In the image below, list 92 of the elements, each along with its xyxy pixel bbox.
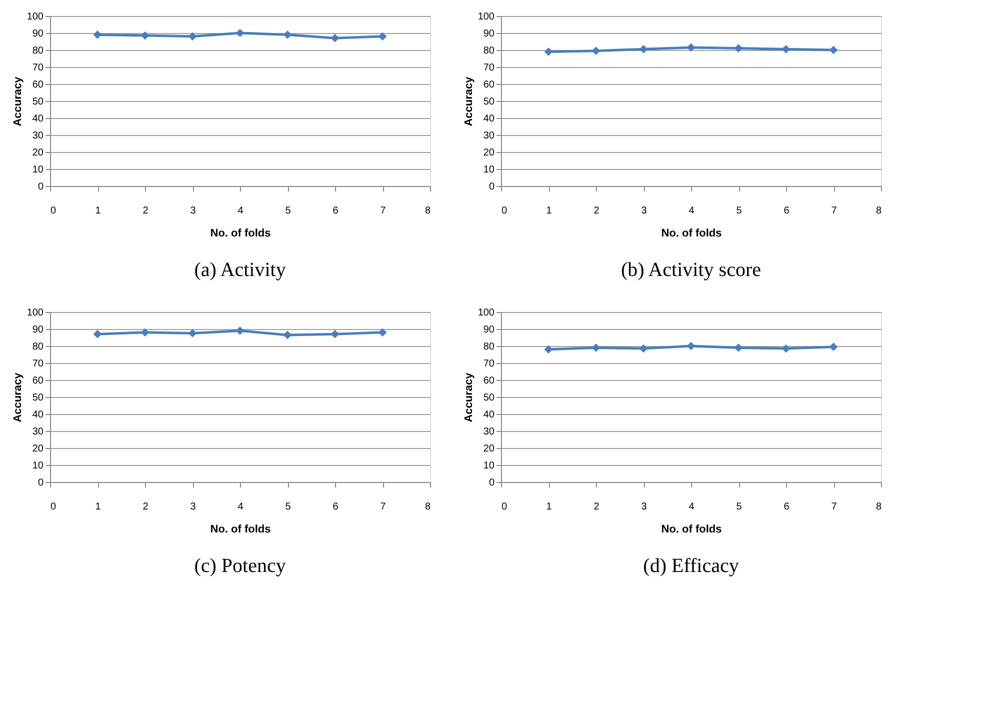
- x-tick-label: 0: [50, 206, 56, 216]
- x-axis-title: No. of folds: [661, 524, 722, 536]
- x-tick-label: 3: [641, 206, 648, 216]
- y-tick-label: 50: [32, 96, 44, 108]
- text: (d) Efficacy: [643, 555, 739, 577]
- x-tick-label: 7: [831, 502, 838, 512]
- x-axis-title: No. of folds: [210, 524, 271, 536]
- x-tick-label: 4: [688, 206, 695, 216]
- x-tick-label: 8: [876, 206, 882, 216]
- text: (b) Activity score: [621, 259, 762, 281]
- y-tick-label: 50: [483, 96, 495, 108]
- y-axis-title: Accuracy: [12, 372, 24, 422]
- x-tick-label: 4: [688, 502, 695, 512]
- y-tick-label: 40: [483, 114, 495, 124]
- y-tick-label: 20: [483, 444, 495, 454]
- x-tick-label: 8: [424, 502, 431, 512]
- x-tick-label: 0: [50, 502, 56, 512]
- y-tick-label: 90: [483, 28, 495, 40]
- x-tick-label: 8: [424, 206, 431, 216]
- y-tick-label: 60: [32, 80, 44, 90]
- y-tick-label: 70: [32, 358, 44, 370]
- y-tick-label: 10: [483, 460, 495, 472]
- y-tick-label: 100: [478, 308, 495, 318]
- x-tick-label: 1: [546, 502, 552, 512]
- x-tick-label: 6: [784, 502, 790, 512]
- y-axis-title: Accuracy: [462, 76, 475, 126]
- x-tick-label: 0: [502, 206, 508, 216]
- x-tick-label: 8: [876, 502, 882, 512]
- y-tick-label: 0: [488, 182, 495, 192]
- x-tick-label: 3: [641, 502, 648, 512]
- x-tick-label: 1: [546, 206, 552, 216]
- x-tick-label: 2: [594, 206, 600, 216]
- y-tick-label: 0: [38, 478, 44, 488]
- y-tick-label: 80: [32, 342, 44, 352]
- x-tick-label: 3: [190, 206, 196, 216]
- x-tick-label: 2: [594, 502, 600, 512]
- y-tick-label: 70: [32, 62, 44, 74]
- x-tick-label: 6: [332, 502, 339, 512]
- x-tick-label: 5: [736, 206, 742, 216]
- y-tick-label: 60: [483, 376, 495, 386]
- y-tick-label: 100: [26, 308, 44, 318]
- y-tick-label: 90: [32, 324, 44, 336]
- y-tick-label: 80: [32, 46, 44, 56]
- y-tick-label: 40: [32, 114, 44, 124]
- x-tick-label: 6: [332, 206, 339, 216]
- y-tick-label: 90: [32, 28, 44, 40]
- y-tick-label: 80: [483, 342, 495, 352]
- x-tick-label: 5: [736, 502, 742, 512]
- x-tick-label: 4: [238, 502, 244, 512]
- y-tick-label: 30: [32, 130, 44, 142]
- y-tick-label: 80: [483, 46, 495, 56]
- x-axis-title: No. of folds: [661, 228, 722, 240]
- x-tick-label: 0: [502, 502, 508, 512]
- y-tick-label: 10: [32, 460, 44, 472]
- y-tick-label: 90: [483, 324, 495, 336]
- x-tick-label: 7: [380, 206, 386, 216]
- text: (a) Activity: [194, 259, 286, 281]
- y-tick-label: 0: [488, 478, 495, 488]
- y-tick-label: 30: [483, 426, 495, 438]
- y-tick-label: 70: [483, 358, 495, 370]
- x-tick-label: 5: [285, 206, 292, 216]
- y-tick-label: 0: [38, 182, 44, 192]
- x-tick-label: 7: [831, 206, 838, 216]
- y-axis-title: Accuracy: [462, 372, 475, 422]
- x-axis-title: No. of folds: [210, 228, 271, 240]
- y-tick-label: 40: [32, 410, 44, 420]
- y-tick-label: 50: [483, 392, 495, 404]
- y-tick-label: 20: [32, 148, 44, 158]
- y-tick-label: 20: [483, 148, 495, 158]
- x-tick-label: 6: [784, 206, 790, 216]
- y-axis-title: Accuracy: [12, 76, 24, 126]
- x-tick-label: 4: [238, 206, 244, 216]
- y-tick-label: 10: [483, 164, 495, 176]
- y-tick-label: 20: [32, 444, 44, 454]
- y-tick-label: 70: [483, 62, 495, 74]
- y-tick-label: 100: [478, 12, 495, 22]
- x-tick-label: 1: [95, 206, 102, 216]
- y-tick-label: 30: [32, 426, 44, 438]
- x-tick-label: 7: [380, 502, 386, 512]
- x-tick-label: 2: [142, 502, 149, 512]
- x-tick-label: 1: [95, 502, 102, 512]
- text: (c) Potency: [194, 555, 286, 577]
- y-tick-label: 60: [32, 376, 44, 386]
- y-tick-label: 40: [483, 410, 495, 420]
- y-tick-label: 10: [32, 164, 44, 176]
- y-tick-label: 50: [32, 392, 44, 404]
- y-tick-label: 100: [26, 12, 44, 22]
- x-tick-label: 2: [142, 206, 149, 216]
- x-tick-label: 3: [190, 502, 196, 512]
- y-tick-label: 30: [483, 130, 495, 142]
- y-tick-label: 60: [483, 80, 495, 90]
- x-tick-label: 5: [285, 502, 292, 512]
